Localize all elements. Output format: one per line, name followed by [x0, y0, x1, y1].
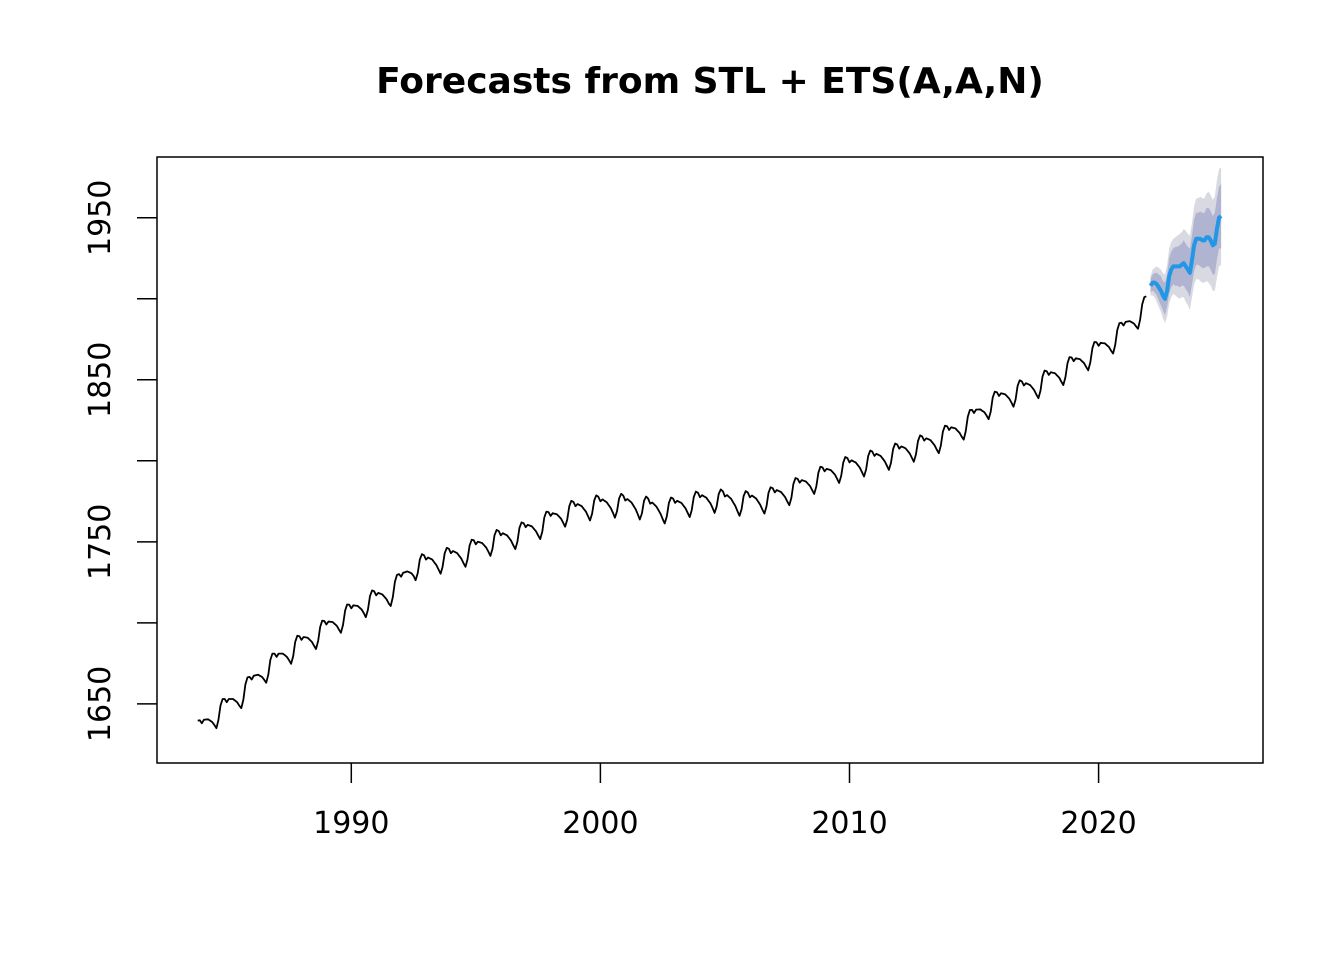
y-tick-label: 1650 — [83, 666, 118, 742]
x-tick-label: 2010 — [811, 806, 887, 841]
y-axis: 1650 1750 1850 1950 — [83, 180, 157, 742]
y-tick-label: 1950 — [83, 180, 118, 256]
forecast-line — [1148, 214, 1223, 301]
x-axis: 1990 2000 2010 2020 — [313, 763, 1137, 841]
x-tick-label: 2000 — [562, 806, 638, 841]
forecast-intervals — [1150, 167, 1222, 324]
chart-title: Forecasts from STL + ETS(A,A,N) — [376, 61, 1044, 102]
x-tick-label: 2020 — [1060, 806, 1136, 841]
x-tick-label: 1990 — [313, 806, 389, 841]
history-line — [197, 295, 1147, 730]
y-tick-label: 1750 — [83, 504, 118, 580]
plot-frame — [156, 156, 1264, 764]
y-tick-label: 1850 — [83, 342, 118, 418]
series-group — [197, 214, 1223, 730]
